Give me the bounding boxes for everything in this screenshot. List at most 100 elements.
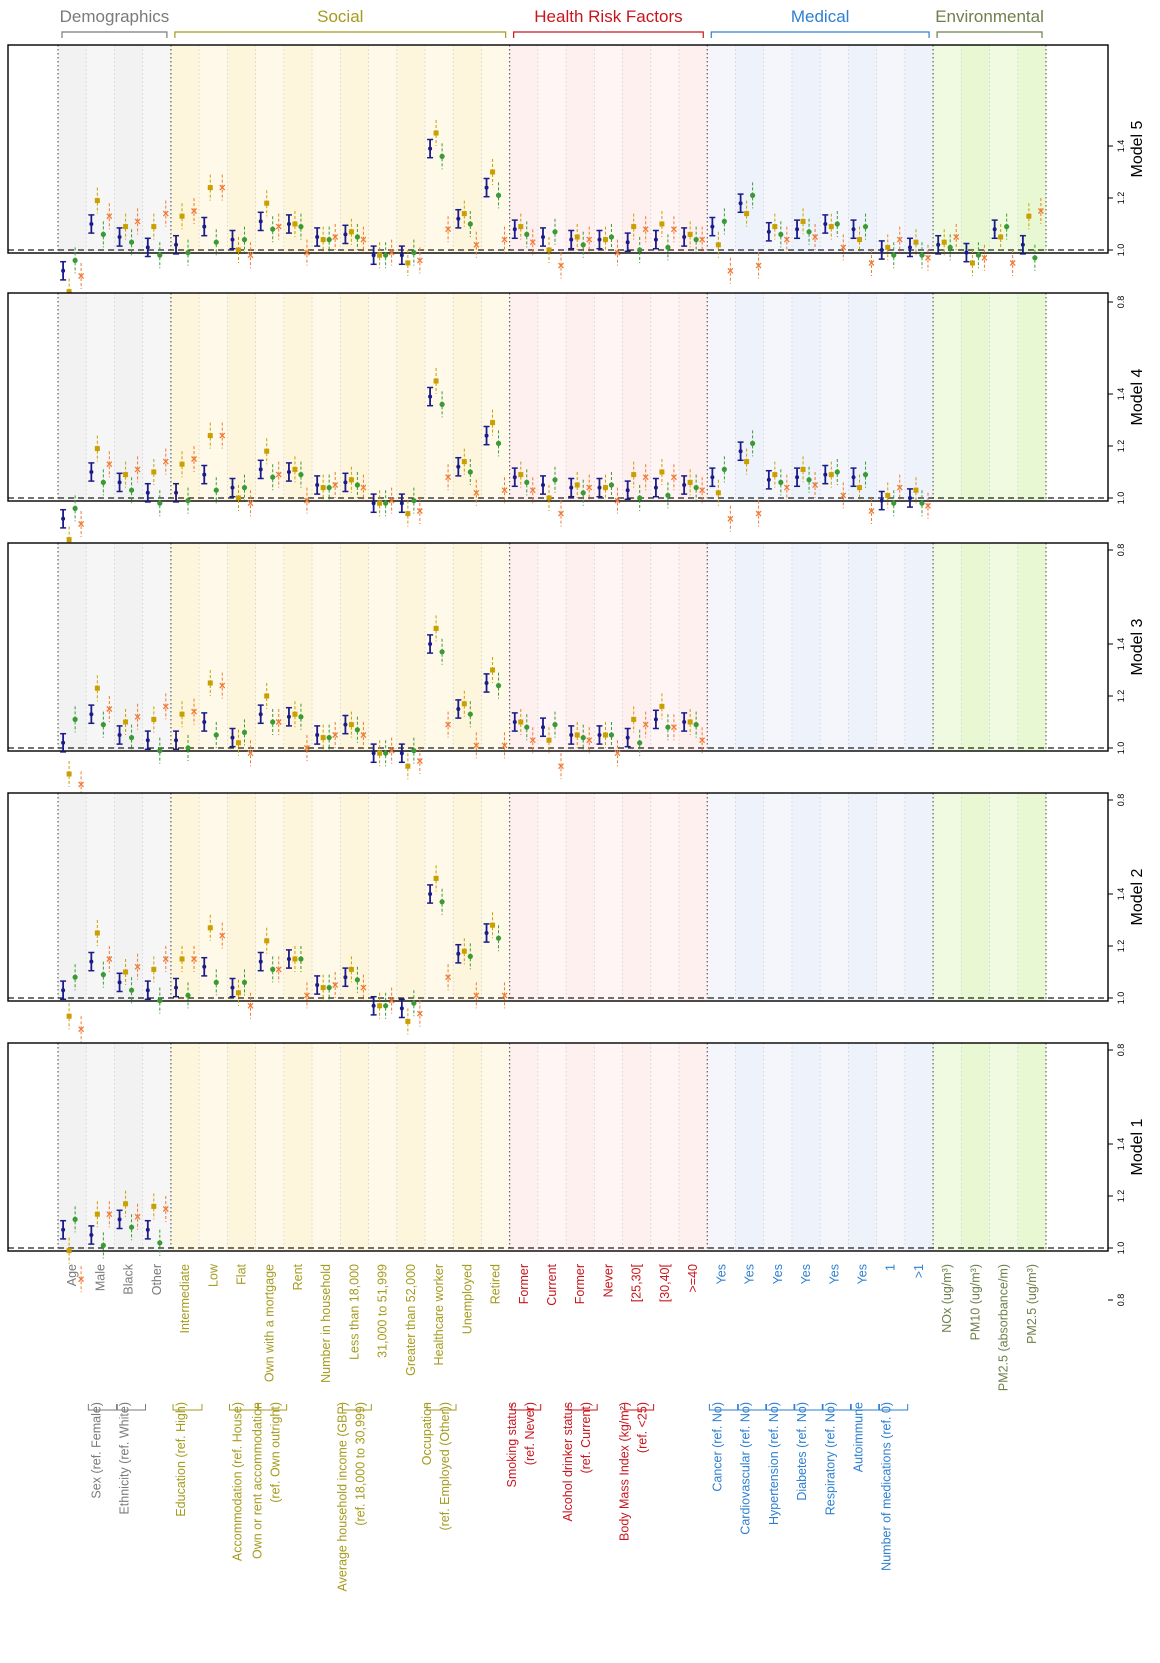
- variable-bracket: [257, 1404, 288, 1411]
- category-label: [30,40[: [658, 1263, 672, 1302]
- point-estimate: [411, 498, 417, 504]
- category-stripe: [933, 793, 962, 1001]
- variable-header: Accommodation (ref. House): [230, 1402, 244, 1561]
- point-estimate: [145, 245, 150, 250]
- point-estimate: [235, 990, 241, 996]
- point-estimate: [484, 931, 489, 935]
- point-estimate: [642, 226, 649, 233]
- point-estimate: [61, 1227, 66, 1232]
- point-estimate: [1026, 213, 1032, 219]
- point-estimate: [546, 495, 552, 501]
- point-estimate: [383, 500, 389, 506]
- point-estimate: [490, 169, 496, 175]
- category-stripe: [537, 45, 567, 253]
- point-estimate: [371, 751, 376, 756]
- point-estimate: [354, 727, 360, 733]
- point-estimate: [213, 732, 219, 738]
- point-estimate: [298, 714, 304, 720]
- point-estimate: [106, 461, 113, 468]
- point-estimate: [541, 483, 545, 487]
- point-estimate: [100, 972, 106, 978]
- point-estimate: [185, 250, 191, 256]
- point-estimate: [473, 992, 480, 999]
- point-estimate: [303, 745, 310, 751]
- category-stripe: [424, 1043, 454, 1251]
- point-estimate: [123, 472, 129, 478]
- point-estimate: [868, 508, 875, 514]
- point-estimate: [179, 461, 185, 467]
- point-estimate: [524, 724, 530, 730]
- point-estimate: [134, 713, 141, 720]
- point-estimate: [303, 992, 310, 999]
- point-estimate: [806, 229, 812, 235]
- category-stripe: [707, 293, 736, 501]
- point-estimate: [665, 724, 671, 730]
- category-label: Yes: [771, 1264, 785, 1284]
- point-estimate: [936, 242, 941, 247]
- point-estimate: [275, 223, 282, 230]
- point-estimate: [117, 235, 122, 239]
- point-estimate: [89, 712, 94, 717]
- point-estimate: [682, 235, 687, 239]
- point-estimate: [151, 1203, 157, 1209]
- point-estimate: [202, 224, 207, 229]
- point-estimate: [151, 469, 157, 475]
- point-estimate: [512, 475, 517, 480]
- point-estimate: [230, 735, 235, 740]
- category-stripe: [537, 293, 567, 501]
- point-estimate: [354, 977, 360, 983]
- point-estimate: [179, 956, 185, 962]
- point-estimate: [1037, 208, 1044, 214]
- point-estimate: [783, 236, 790, 243]
- y-tick-label: 1.0: [1116, 244, 1126, 257]
- point-estimate: [388, 997, 395, 1004]
- point-estimate: [913, 487, 919, 493]
- point-estimate: [157, 252, 163, 258]
- point-estimate: [428, 146, 433, 151]
- point-estimate: [433, 130, 439, 136]
- point-estimate: [941, 239, 947, 245]
- point-estimate: [597, 485, 602, 490]
- panel-frame: [7, 292, 1109, 502]
- point-estimate: [580, 242, 586, 248]
- point-estimate: [602, 485, 608, 491]
- point-estimate: [512, 720, 517, 724]
- point-estimate: [653, 717, 658, 722]
- point-estimate: [772, 472, 778, 478]
- variable-header: Respiratory (ref. No): [823, 1402, 837, 1515]
- point-estimate: [574, 482, 580, 488]
- point-estimate: [157, 500, 163, 506]
- category-stripe: [142, 293, 171, 501]
- point-estimate: [891, 252, 897, 258]
- point-estimate: [913, 239, 919, 245]
- point-estimate: [106, 213, 113, 220]
- point-estimate: [145, 1227, 150, 1232]
- variable-bracket: [624, 1404, 655, 1411]
- point-estimate: [348, 722, 354, 728]
- point-estimate: [614, 497, 621, 504]
- point-estimate: [631, 224, 637, 230]
- point-estimate: [467, 953, 473, 960]
- category-stripe: [368, 1043, 397, 1251]
- point-estimate: [445, 226, 452, 233]
- point-estimate: [145, 988, 150, 993]
- point-estimate: [286, 957, 291, 961]
- point-estimate: [151, 966, 157, 972]
- y-tick-label: 1.0: [1116, 492, 1126, 505]
- point-estimate: [315, 983, 320, 987]
- point-estimate: [275, 719, 282, 725]
- point-estimate: [298, 224, 304, 230]
- point-estimate: [315, 483, 320, 487]
- y-tick-label: 1.2: [1116, 440, 1126, 453]
- point-estimate: [298, 956, 304, 962]
- point-estimate: [473, 742, 480, 749]
- point-estimate: [919, 500, 925, 506]
- category-stripe: [86, 1043, 115, 1251]
- point-estimate: [354, 482, 360, 488]
- point-estimate: [580, 735, 586, 741]
- point-estimate: [558, 763, 564, 770]
- point-estimate: [94, 198, 100, 204]
- point-estimate: [230, 985, 235, 990]
- point-estimate: [275, 966, 282, 973]
- panel-title: Model 3: [1129, 618, 1146, 675]
